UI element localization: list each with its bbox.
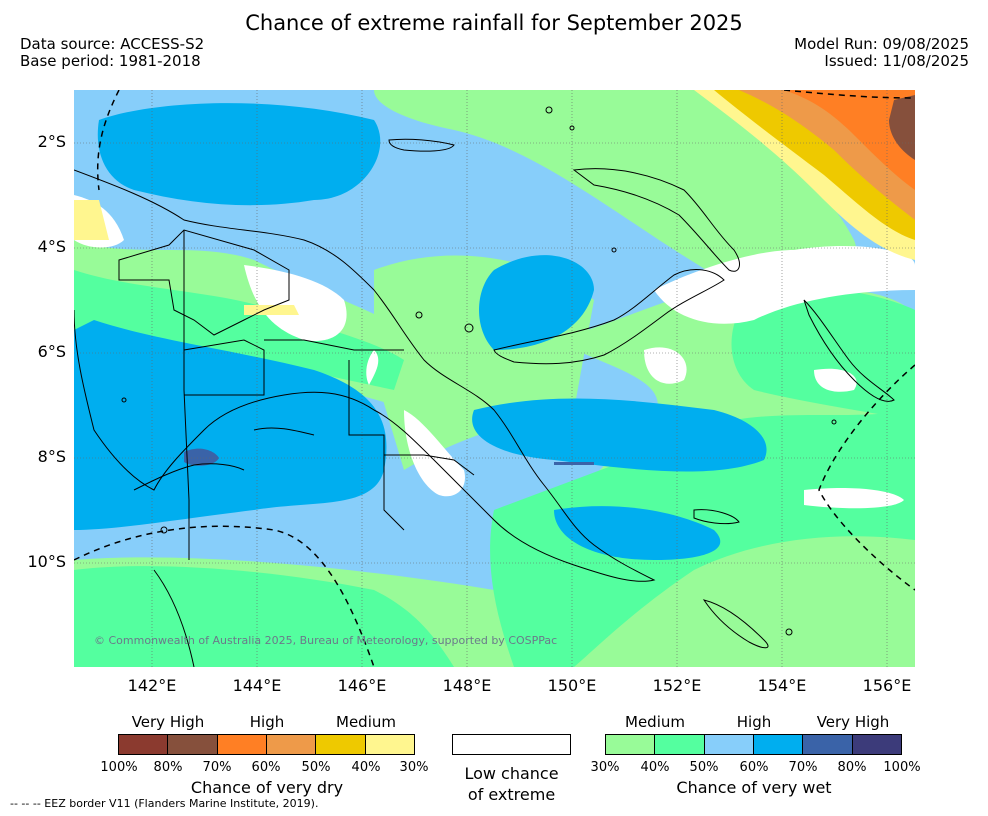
wet-tick: 40% <box>640 760 670 775</box>
dry-tick: 60% <box>251 760 281 775</box>
wet-swatch-1 <box>655 735 705 754</box>
dry-cat-medium: Medium <box>336 713 396 731</box>
lon-label-156e: 156°E <box>862 676 912 695</box>
wet-swatch-0 <box>606 735 656 754</box>
dry-swatch-2 <box>217 735 267 754</box>
lat-label-2s: 2°S <box>37 132 66 151</box>
lat-label-10s: 10°S <box>27 552 66 571</box>
low-chance-line1: Low chance <box>464 764 559 783</box>
lon-label-150e: 150°E <box>547 676 597 695</box>
model-run: Model Run: 09/08/2025 <box>794 35 969 53</box>
wet-tick: 70% <box>788 760 818 775</box>
wet-cat-medium: Medium <box>625 713 685 731</box>
wet-cat-high: High <box>736 713 772 731</box>
lon-label-148e: 148°E <box>442 676 492 695</box>
lat-label-4s: 4°S <box>37 237 66 256</box>
map-canvas <box>74 90 915 667</box>
map-copyright: © Commonwealth of Australia 2025, Bureau… <box>94 634 558 647</box>
dry-tick: 100% <box>100 760 138 775</box>
dry-tick: 50% <box>301 760 331 775</box>
wet-swatch-4 <box>803 735 853 754</box>
data-source: Data source: ACCESS-S2 <box>20 35 205 53</box>
dry-swatch-4 <box>316 735 366 754</box>
wet-swatch-3 <box>753 735 804 754</box>
dry-tick: 40% <box>351 760 381 775</box>
wet-legend-title: Chance of very wet <box>676 778 832 797</box>
base-period: Base period: 1981-2018 <box>20 52 201 70</box>
lon-label-154e: 154°E <box>757 676 807 695</box>
low-chance-line2: of extreme <box>467 785 556 804</box>
dry-tick: 70% <box>202 760 232 775</box>
dry-cat-very-high: Very High <box>131 713 205 731</box>
forecast-map: © Commonwealth of Australia 2025, Bureau… <box>74 90 915 667</box>
dry-swatch-1 <box>168 735 218 754</box>
dry-tick: 80% <box>153 760 183 775</box>
lon-label-152e: 152°E <box>652 676 702 695</box>
lon-label-142e: 142°E <box>127 676 177 695</box>
dry-cat-high: High <box>249 713 285 731</box>
lon-label-144e: 144°E <box>232 676 282 695</box>
dry-swatch-0 <box>119 735 169 754</box>
dry-swatch-5 <box>365 735 414 754</box>
dry-tick: 30% <box>399 760 429 775</box>
wet-tick: 30% <box>590 760 620 775</box>
issued-date: Issued: 11/08/2025 <box>824 52 969 70</box>
low-chance-label: Low chance of extreme <box>452 763 571 805</box>
chart-title: Chance of extreme rainfall for September… <box>245 11 743 35</box>
lat-label-8s: 8°S <box>37 447 66 466</box>
wet-tick: 80% <box>837 760 867 775</box>
low-chance-swatch <box>452 734 571 755</box>
wet-cat-very-high: Very High <box>816 713 890 731</box>
dry-swatch-3 <box>266 735 317 754</box>
lat-label-6s: 6°S <box>37 342 66 361</box>
wet-swatch-5 <box>852 735 901 754</box>
wet-tick: 50% <box>689 760 719 775</box>
dry-legend-title: Chance of very dry <box>190 778 344 797</box>
dry-colorbar <box>118 734 415 755</box>
wet-tick: 60% <box>739 760 769 775</box>
lon-label-146e: 146°E <box>337 676 387 695</box>
header-right: Model Run: 09/08/2025 Issued: 11/08/2025 <box>794 36 969 70</box>
eez-footnote: -- -- -- EEZ border V11 (Flanders Marine… <box>10 797 319 810</box>
wet-tick: 100% <box>883 760 921 775</box>
header-left: Data source: ACCESS-S2 Base period: 1981… <box>20 36 204 70</box>
wet-colorbar <box>605 734 902 755</box>
wet-swatch-2 <box>704 735 754 754</box>
